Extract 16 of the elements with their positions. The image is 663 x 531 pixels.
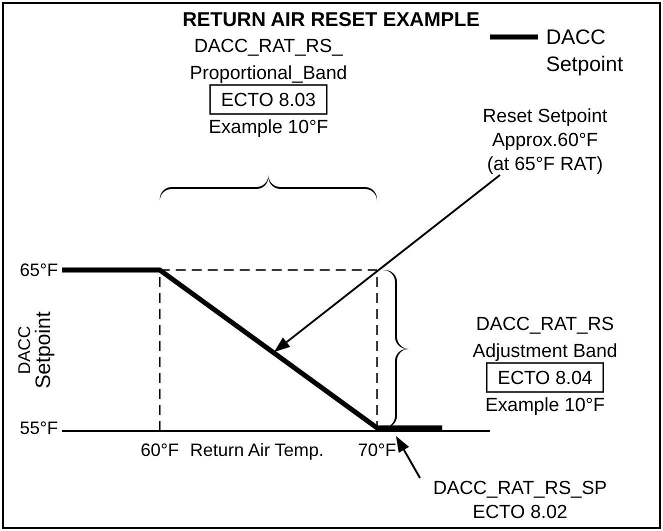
chart-title: RETURN AIR RESET EXAMPLE <box>182 9 480 31</box>
text: ECTO 8.03 <box>221 90 316 111</box>
text: Reset Setpoint Approx.60°F (at 65°F RAT) <box>482 106 608 175</box>
y-axis-title: DACC Setpoint <box>15 311 55 389</box>
text: DACC_RAT_RS_SP ECTO 8.02 <box>433 478 607 523</box>
annotation: Example 10°F <box>485 395 605 416</box>
legend-label: DACC Setpoint <box>546 26 624 76</box>
x-axis-title: Return Air Temp. <box>190 440 324 460</box>
y-tick-label: 55°F <box>20 418 58 438</box>
text: DACC_RAT_RS_ Proportional_Band <box>190 36 348 84</box>
x-tick-label: 70°F <box>358 440 396 460</box>
y-tick-label: 65°F <box>20 260 58 280</box>
annotation: DACC_RAT_RS Adjustment Band <box>472 314 618 362</box>
text: ECTO 8.04 <box>498 368 593 389</box>
x-tick-label: 60°F <box>140 440 179 460</box>
text: Example 10°F <box>208 117 328 138</box>
